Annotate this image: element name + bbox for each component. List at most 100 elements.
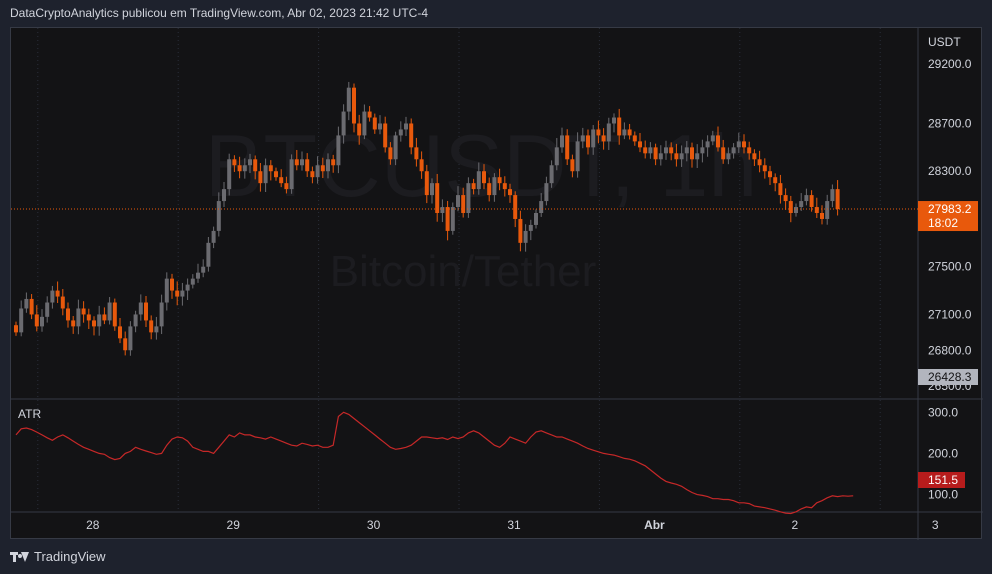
candle-body-150 xyxy=(794,207,798,213)
candle-body-144 xyxy=(762,165,767,172)
price-tick-label-0: 29200.0 xyxy=(928,57,972,71)
watermark-symbol: BTCUSDT, 1h xyxy=(205,116,758,215)
candle-body-25 xyxy=(144,302,148,321)
candle-body-71 xyxy=(383,123,388,148)
candle-body-104 xyxy=(554,147,559,166)
candle-body-12 xyxy=(76,308,81,327)
candle-body-76 xyxy=(409,123,414,148)
atr-current-label: 151.5 xyxy=(928,473,958,487)
candle-body-99 xyxy=(528,224,533,231)
candle-body-108 xyxy=(575,141,580,172)
candle-body-152 xyxy=(804,195,809,202)
candle-body-67 xyxy=(362,111,367,136)
candle-body-80 xyxy=(430,183,434,196)
candle-body-49 xyxy=(268,165,273,172)
candle-body-65 xyxy=(352,87,356,124)
candle-body-43 xyxy=(237,165,242,172)
candle-body-24 xyxy=(138,302,143,315)
publisher-header: DataCryptoAnalytics publicou em TradingV… xyxy=(10,6,428,20)
last-price-label: 27983.2 xyxy=(928,202,972,216)
candle-body-109 xyxy=(580,135,585,142)
time-tick-label-1: 29 xyxy=(227,518,241,532)
candle-body-147 xyxy=(778,183,783,196)
candle-body-139 xyxy=(736,141,741,148)
last-price-marker xyxy=(918,201,978,232)
candle-body-97 xyxy=(518,218,523,243)
candle-body-7 xyxy=(50,290,55,303)
candle-body-64 xyxy=(346,87,351,112)
candle-body-154 xyxy=(814,207,819,213)
candle-body-77 xyxy=(414,147,419,160)
candle-body-66 xyxy=(357,123,362,136)
candle-body-117 xyxy=(622,129,627,136)
candle-body-40 xyxy=(222,189,226,202)
candle-body-19 xyxy=(112,302,117,327)
tradingview-logo-icon xyxy=(10,551,29,563)
candle-body-133 xyxy=(705,141,710,148)
candle-body-145 xyxy=(768,171,772,178)
time-tick-label-2: 30 xyxy=(367,518,381,532)
candle-body-59 xyxy=(320,165,325,172)
candle-body-27 xyxy=(154,326,159,333)
time-tick-label-4: Abr xyxy=(644,518,665,532)
candle-body-3 xyxy=(29,298,34,315)
candle-body-120 xyxy=(638,141,642,148)
candle-body-17 xyxy=(102,314,107,321)
candle-body-56 xyxy=(305,159,310,172)
candle-body-84 xyxy=(450,207,455,231)
chart-svg[interactable]: BTCUSDT, 1hBitcoin/TetherUSDT29200.02870… xyxy=(11,28,983,540)
candle-body-91 xyxy=(487,183,492,196)
candle-body-41 xyxy=(227,159,232,190)
candle-body-142 xyxy=(752,153,757,160)
price-tick-label-4: 27100.0 xyxy=(928,307,972,321)
candle-body-123 xyxy=(653,147,658,160)
candle-body-81 xyxy=(435,183,440,213)
candle-body-11 xyxy=(71,320,76,327)
candle-body-21 xyxy=(123,338,128,351)
candle-body-125 xyxy=(664,147,668,154)
candle-body-130 xyxy=(690,147,694,160)
candle-body-135 xyxy=(716,135,720,148)
candle-body-111 xyxy=(591,129,596,148)
candle-body-26 xyxy=(149,320,154,333)
candle-body-68 xyxy=(367,111,372,118)
candle-body-30 xyxy=(170,278,174,291)
candle-body-105 xyxy=(560,135,564,148)
candle-body-14 xyxy=(86,314,91,321)
candle-body-95 xyxy=(508,189,512,196)
price-tick-label-1: 28700.0 xyxy=(928,116,972,130)
candle-body-128 xyxy=(679,153,684,160)
candle-body-10 xyxy=(66,308,70,321)
candle-body-60 xyxy=(326,159,330,172)
candle-body-16 xyxy=(97,314,102,327)
candle-body-157 xyxy=(830,189,835,202)
candle-body-89 xyxy=(476,171,481,190)
atr-series-line xyxy=(15,411,854,515)
currency-label: USDT xyxy=(928,35,961,49)
price-tick-label-5: 26800.0 xyxy=(928,343,972,357)
candle-body-122 xyxy=(648,147,653,154)
candle-body-136 xyxy=(721,147,726,160)
candle-body-113 xyxy=(601,135,606,142)
candle-body-18 xyxy=(107,302,112,321)
atr-tick-label-0: 300.0 xyxy=(928,405,958,419)
chart-area[interactable]: BTCUSDT, 1h Bitcoin/Tether USDT 29200.0 2870… xyxy=(10,27,983,540)
candle-body-52 xyxy=(284,183,289,190)
candle-body-106 xyxy=(565,135,570,160)
candle-body-38 xyxy=(211,230,216,243)
candle-body-90 xyxy=(482,171,486,184)
candle-body-9 xyxy=(60,296,65,309)
candle-body-149 xyxy=(788,201,793,213)
price-tick-label-2: 28300.0 xyxy=(928,164,972,178)
candle-body-70 xyxy=(378,123,382,130)
candle-body-13 xyxy=(81,308,86,315)
low-price-label: 26428.3 xyxy=(928,370,972,384)
candle-body-158 xyxy=(835,189,840,210)
candle-body-155 xyxy=(820,213,824,219)
time-tick-label-3: 31 xyxy=(507,518,521,532)
candle-body-124 xyxy=(658,153,663,160)
candle-body-140 xyxy=(742,141,746,148)
candle-body-156 xyxy=(825,201,830,219)
candle-body-75 xyxy=(404,123,408,130)
candle-body-134 xyxy=(710,135,715,142)
